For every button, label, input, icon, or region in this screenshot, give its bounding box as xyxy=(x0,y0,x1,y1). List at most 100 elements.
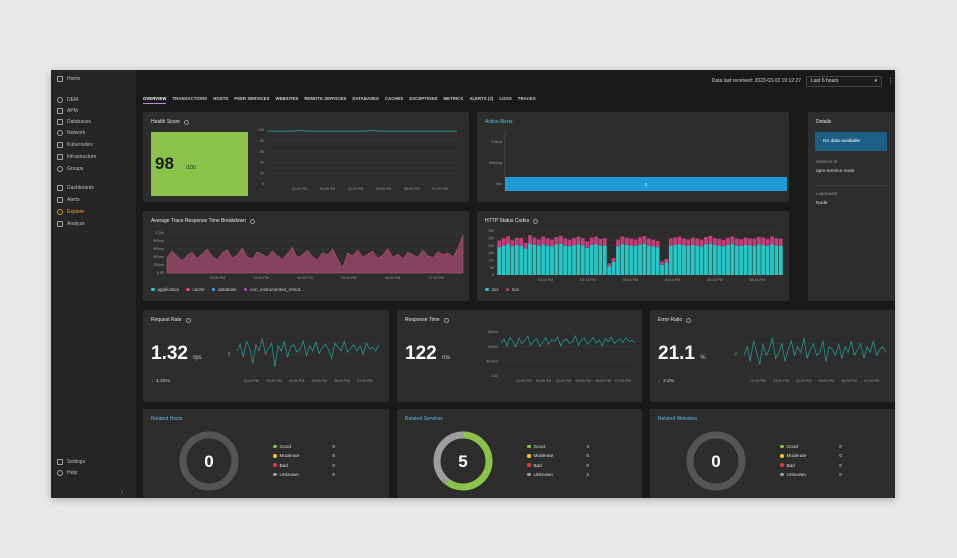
tab-logs[interactable]: LOGS xyxy=(499,96,512,101)
http-bar-5xx[interactable] xyxy=(748,238,752,246)
http-bar-5xx[interactable] xyxy=(607,263,612,267)
http-bar-2xx[interactable] xyxy=(572,245,576,275)
http-bar-2xx[interactable] xyxy=(739,245,744,275)
kebab-menu-icon[interactable]: ⋮ xyxy=(887,78,894,85)
info-icon[interactable] xyxy=(533,218,539,224)
http-bar-2xx[interactable] xyxy=(550,246,554,275)
http-bar-2xx[interactable] xyxy=(576,244,581,275)
http-bar-5xx[interactable] xyxy=(695,238,700,246)
http-bar-5xx[interactable] xyxy=(589,237,594,245)
sidebar-item-dashboards[interactable]: Dashboards xyxy=(57,183,94,193)
http-bar-2xx[interactable] xyxy=(770,244,774,275)
http-bar-2xx[interactable] xyxy=(646,245,651,275)
http-bar-5xx[interactable] xyxy=(620,236,625,245)
http-bar-2xx[interactable] xyxy=(624,244,629,275)
sidebar-item-alerts[interactable]: Alerts xyxy=(57,195,80,205)
http-bar-5xx[interactable] xyxy=(572,238,576,246)
http-bar-5xx[interactable] xyxy=(690,237,695,245)
http-bar-5xx[interactable] xyxy=(536,239,541,246)
sidebar-item-kubernetes[interactable]: Kubernetes xyxy=(57,140,93,150)
http-bar-2xx[interactable] xyxy=(554,244,559,275)
http-bar-5xx[interactable] xyxy=(611,258,616,262)
collapse-sidebar-icon[interactable]: ‹ xyxy=(121,489,124,496)
time-range-select[interactable]: Last 6 hours ▾ xyxy=(806,75,882,87)
http-bar-2xx[interactable] xyxy=(589,244,594,275)
http-bar-2xx[interactable] xyxy=(668,245,673,275)
http-bar-5xx[interactable] xyxy=(682,238,686,246)
http-bar-5xx[interactable] xyxy=(756,237,761,245)
status-count-row[interactable]: Unknown 0 xyxy=(780,470,842,479)
http-bar-2xx[interactable] xyxy=(563,245,568,275)
http-bar-5xx[interactable] xyxy=(506,236,510,245)
http-bar-2xx[interactable] xyxy=(721,246,726,275)
http-bar-2xx[interactable] xyxy=(541,244,546,275)
sidebar-item-groups[interactable]: Groups xyxy=(57,164,83,174)
http-bar-5xx[interactable] xyxy=(721,239,726,247)
http-bar-2xx[interactable] xyxy=(519,245,524,275)
http-bar-5xx[interactable] xyxy=(699,239,704,247)
http-bar-2xx[interactable] xyxy=(748,245,752,275)
tab-remote-services[interactable]: REMOTE SERVICES xyxy=(304,96,347,101)
http-bar-5xx[interactable] xyxy=(734,238,739,246)
panel-title[interactable]: Active Alerts xyxy=(485,119,513,125)
sidebar-item-home[interactable]: Home xyxy=(57,74,80,84)
info-icon[interactable] xyxy=(443,317,449,323)
info-icon[interactable] xyxy=(185,317,191,323)
tab-metrics[interactable]: METRICS xyxy=(443,96,464,101)
status-count-row[interactable]: Moderate 0 xyxy=(273,451,335,460)
sidebar-item-help[interactable]: Help xyxy=(57,468,77,478)
http-bar-5xx[interactable] xyxy=(664,259,669,263)
alert-bar-info[interactable] xyxy=(505,177,787,191)
http-bar-5xx[interactable] xyxy=(673,237,678,245)
http-bar-5xx[interactable] xyxy=(739,239,744,246)
http-bar-2xx[interactable] xyxy=(726,244,730,275)
http-bar-2xx[interactable] xyxy=(699,246,704,275)
panel-title[interactable]: Related Services xyxy=(405,416,443,422)
http-bar-5xx[interactable] xyxy=(501,238,506,246)
http-bar-2xx[interactable] xyxy=(642,243,647,275)
http-bar-5xx[interactable] xyxy=(638,237,642,245)
http-bar-5xx[interactable] xyxy=(497,240,502,248)
http-bar-2xx[interactable] xyxy=(655,247,660,275)
http-bar-2xx[interactable] xyxy=(558,243,563,275)
sidebar-item-analyze[interactable]: Analyze xyxy=(57,219,85,229)
http-bar-5xx[interactable] xyxy=(576,236,581,245)
http-bar-2xx[interactable] xyxy=(651,246,656,275)
http-bar-5xx[interactable] xyxy=(752,238,757,246)
http-bar-2xx[interactable] xyxy=(695,245,700,275)
status-count-row[interactable]: Moderate 0 xyxy=(527,451,589,460)
http-bar-2xx[interactable] xyxy=(774,245,779,275)
http-bar-5xx[interactable] xyxy=(730,236,735,245)
http-bar-2xx[interactable] xyxy=(607,266,612,275)
info-icon[interactable] xyxy=(249,218,255,224)
http-bar-2xx[interactable] xyxy=(510,246,515,275)
http-bar-2xx[interactable] xyxy=(620,244,625,275)
http-bar-2xx[interactable] xyxy=(528,243,532,275)
http-bar-2xx[interactable] xyxy=(638,244,642,275)
http-bar-2xx[interactable] xyxy=(580,245,585,275)
http-bar-5xx[interactable] xyxy=(668,238,673,246)
http-bar-5xx[interactable] xyxy=(770,236,774,245)
http-bar-2xx[interactable] xyxy=(730,244,735,275)
http-bar-5xx[interactable] xyxy=(558,235,563,244)
http-bar-5xx[interactable] xyxy=(778,238,783,246)
http-bar-5xx[interactable] xyxy=(545,238,550,246)
http-bar-2xx[interactable] xyxy=(712,245,717,275)
http-bar-2xx[interactable] xyxy=(501,245,506,275)
http-bar-2xx[interactable] xyxy=(734,245,739,275)
tab-alerts-2[interactable]: ALERTS (2) xyxy=(469,96,494,101)
http-bar-2xx[interactable] xyxy=(629,245,634,275)
info-icon[interactable] xyxy=(686,317,692,323)
http-bar-5xx[interactable] xyxy=(646,238,651,246)
http-bar-2xx[interactable] xyxy=(545,245,550,275)
sidebar-item-settings[interactable]: Settings xyxy=(57,457,85,467)
http-bar-5xx[interactable] xyxy=(717,238,722,246)
tab-overview[interactable]: OVERVIEW xyxy=(143,94,167,104)
http-bar-2xx[interactable] xyxy=(497,247,502,275)
http-bar-5xx[interactable] xyxy=(580,238,585,246)
http-bar-5xx[interactable] xyxy=(550,239,554,247)
tab-caches[interactable]: CACHES xyxy=(384,96,404,101)
http-bar-5xx[interactable] xyxy=(510,240,515,247)
sidebar-item-apm[interactable]: APM xyxy=(57,106,78,116)
http-bar-2xx[interactable] xyxy=(633,245,638,275)
